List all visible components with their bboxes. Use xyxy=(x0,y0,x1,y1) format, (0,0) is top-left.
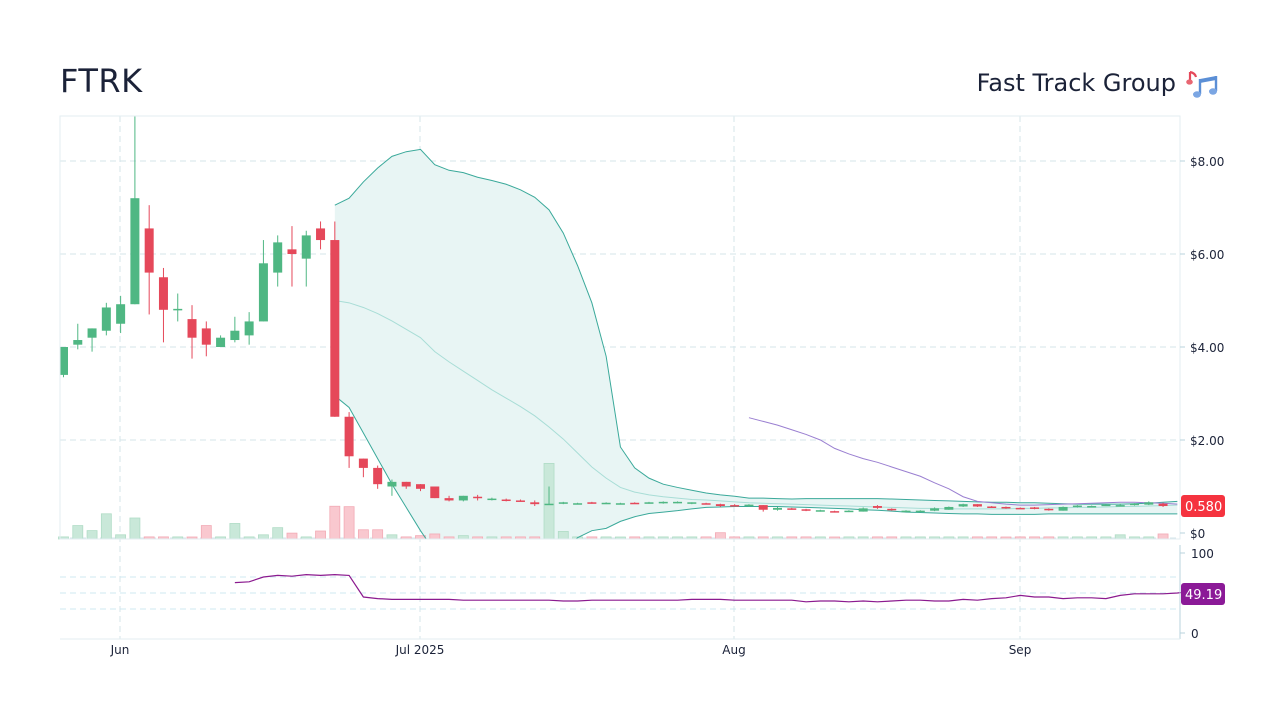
price-tick-2: $2.00 xyxy=(1190,434,1224,448)
x-tick-aug: Aug xyxy=(722,643,745,657)
x-tick-sep: Sep xyxy=(1009,643,1032,657)
axes xyxy=(59,115,1185,640)
rsi-tick-0: 0 xyxy=(1191,627,1199,641)
company-name: Fast Track Group xyxy=(976,69,1176,97)
price-tick-6: $6.00 xyxy=(1190,248,1224,262)
current-rsi-value: 49.19 xyxy=(1185,588,1222,603)
company-header: Fast Track Group xyxy=(977,66,1220,100)
current-price-value: 0.580 xyxy=(1185,500,1222,515)
x-tick-jul: Jul 2025 xyxy=(395,643,445,657)
bollinger-band-fill xyxy=(334,149,1178,539)
rsi-tick-100: 100 xyxy=(1191,547,1214,561)
price-tick-0: $0 xyxy=(1190,527,1205,541)
ticker-symbol: FTRK xyxy=(60,62,143,100)
price-grid xyxy=(60,116,1180,639)
current-rsi-badge: 49.19 xyxy=(1181,583,1225,605)
candlesticks xyxy=(60,116,1168,513)
current-price-badge: 0.580 xyxy=(1181,495,1225,517)
rsi-panel xyxy=(234,573,1206,603)
musical-notes-icon xyxy=(1186,70,1218,98)
sma-line xyxy=(748,417,1178,506)
x-tick-jun: Jun xyxy=(110,643,130,657)
price-tick-8: $8.00 xyxy=(1190,155,1224,169)
price-tick-4: $4.00 xyxy=(1190,341,1224,355)
